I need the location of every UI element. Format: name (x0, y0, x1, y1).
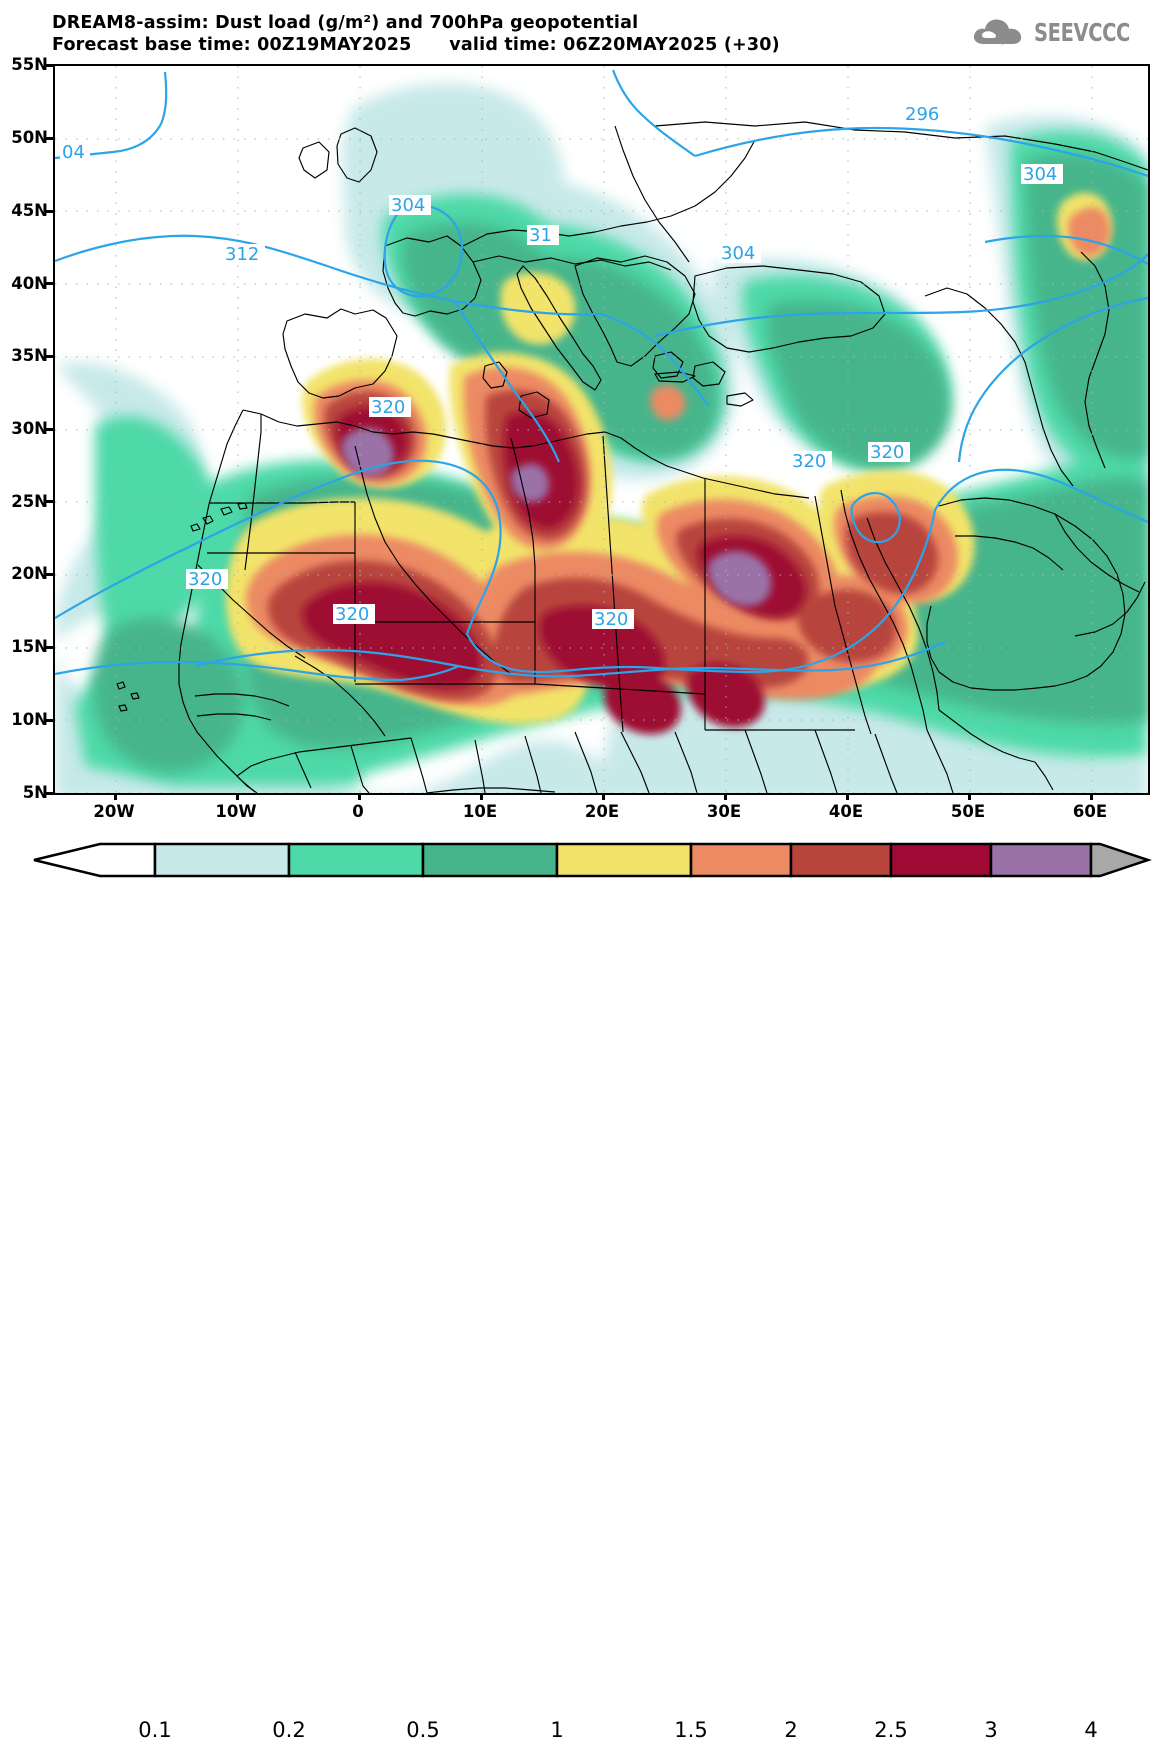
y-tick-mark (46, 210, 53, 213)
svg-text:320: 320 (335, 604, 369, 625)
svg-text:296: 296 (905, 104, 939, 125)
x-tick-label: 20E (584, 802, 620, 821)
y-tick-label: 10N (11, 710, 48, 729)
y-tick-label: 45N (11, 201, 48, 220)
x-tick-mark (1090, 793, 1093, 800)
y-tick-mark (46, 137, 53, 140)
y-tick-label: 15N (11, 637, 48, 656)
colorbar-tick-label: 0.2 (272, 1718, 306, 1742)
dust-load-map[interactable]: 04 312 304 31 296 304 304 320 320 320 32… (53, 64, 1150, 795)
page-title: DREAM8-assim: Dust load (g/m²) and 700hP… (52, 12, 912, 56)
y-tick-mark (46, 719, 53, 722)
y-tick-label: 35N (11, 346, 48, 365)
colorbar-tick-label: 1 (550, 1718, 564, 1742)
logo-text: SEEVCCC (1033, 17, 1130, 47)
svg-text:320: 320 (792, 451, 826, 472)
x-tick-mark (114, 793, 117, 800)
colorbar-tick-label: 2 (784, 1718, 798, 1742)
x-tick-mark (358, 793, 361, 800)
svg-text:304: 304 (721, 243, 755, 264)
x-tick-mark (846, 793, 849, 800)
svg-text:320: 320 (371, 397, 405, 418)
x-tick-mark (968, 793, 971, 800)
contour-label: 04 (60, 142, 90, 163)
svg-text:320: 320 (594, 609, 628, 630)
colorbar-tick-label: 3 (984, 1718, 998, 1742)
x-tick-mark (480, 793, 483, 800)
forecast-map-page: DREAM8-assim: Dust load (g/m²) and 700hP… (0, 12, 1165, 1742)
y-tick-label: 25N (11, 492, 48, 511)
contour-label: 320 (186, 569, 228, 590)
seevccc-logo: SEEVCCC (970, 16, 1157, 48)
colorbar-swatches (33, 842, 1152, 878)
y-tick-label: 5N (22, 783, 48, 802)
colorbar-tick-label: 0.5 (406, 1718, 440, 1742)
y-tick-mark (46, 573, 53, 576)
x-tick-label: 50E (950, 802, 986, 821)
contour-label: 320 (790, 451, 832, 472)
contour-label: 320 (369, 397, 411, 418)
x-tick-label: 10W (215, 802, 257, 821)
svg-text:31: 31 (529, 225, 552, 246)
svg-text:304: 304 (1023, 164, 1057, 185)
svg-text:312: 312 (225, 244, 259, 265)
colorbar-tick-label: 0.1 (138, 1718, 172, 1742)
y-tick-label: 50N (11, 128, 48, 147)
x-tick-label: 20W (93, 802, 135, 821)
svg-text:320: 320 (870, 442, 904, 463)
title-line-1: DREAM8-assim: Dust load (g/m²) and 700hP… (52, 13, 639, 33)
y-tick-mark (46, 355, 53, 358)
x-tick-label: 0 (352, 802, 364, 821)
contour-label-group: 04 312 304 31 296 304 304 320 320 320 32… (60, 104, 1063, 630)
y-tick-mark (46, 792, 53, 795)
colorbar-tick-label: 1.5 (674, 1718, 708, 1742)
y-tick-mark (46, 282, 53, 285)
contour-label: 304 (1021, 164, 1063, 185)
y-tick-label: 40N (11, 274, 48, 293)
x-tick-label: 10E (462, 802, 498, 821)
x-tick-label: 30E (706, 802, 742, 821)
country-borders (116, 121, 1148, 793)
svg-text:304: 304 (391, 195, 425, 216)
title-line-2: Forecast base time: 00Z19MAY2025 valid t… (52, 35, 780, 55)
x-tick-label: 40E (828, 802, 864, 821)
y-tick-mark (46, 646, 53, 649)
x-tick-label: 60E (1072, 802, 1108, 821)
y-tick-mark (46, 428, 53, 431)
colorbar[interactable]: 0.1 0.2 0.5 1 1.5 2 2.5 3 4 (0, 840, 1165, 1742)
y-tick-label: 20N (11, 564, 48, 583)
contour-label: 304 (719, 243, 761, 264)
contour-label: 304 (389, 195, 431, 216)
contour-label: 320 (592, 609, 634, 630)
colorbar-tick-label: 2.5 (874, 1718, 908, 1742)
y-tick-mark (46, 500, 53, 503)
colorbar-tick-label: 4 (1084, 1718, 1098, 1742)
x-tick-mark (724, 793, 727, 800)
cloud-icon (973, 19, 1022, 47)
contour-label: 320 (333, 604, 375, 625)
map-canvas: 04 312 304 31 296 304 304 320 320 320 32… (55, 66, 1148, 793)
contour-label: 320 (868, 442, 910, 463)
x-tick-mark (602, 793, 605, 800)
grid-lines (55, 66, 1148, 793)
y-tick-label: 55N (11, 55, 48, 74)
x-tick-mark (236, 793, 239, 800)
geopotential-contours (55, 69, 1148, 682)
y-tick-label: 30N (11, 419, 48, 438)
contour-label: 296 (903, 104, 945, 125)
contour-label: 31 (527, 225, 559, 246)
y-tick-mark (46, 64, 53, 67)
svg-text:04: 04 (62, 142, 85, 163)
svg-text:320: 320 (188, 569, 222, 590)
contour-label: 312 (223, 244, 265, 265)
